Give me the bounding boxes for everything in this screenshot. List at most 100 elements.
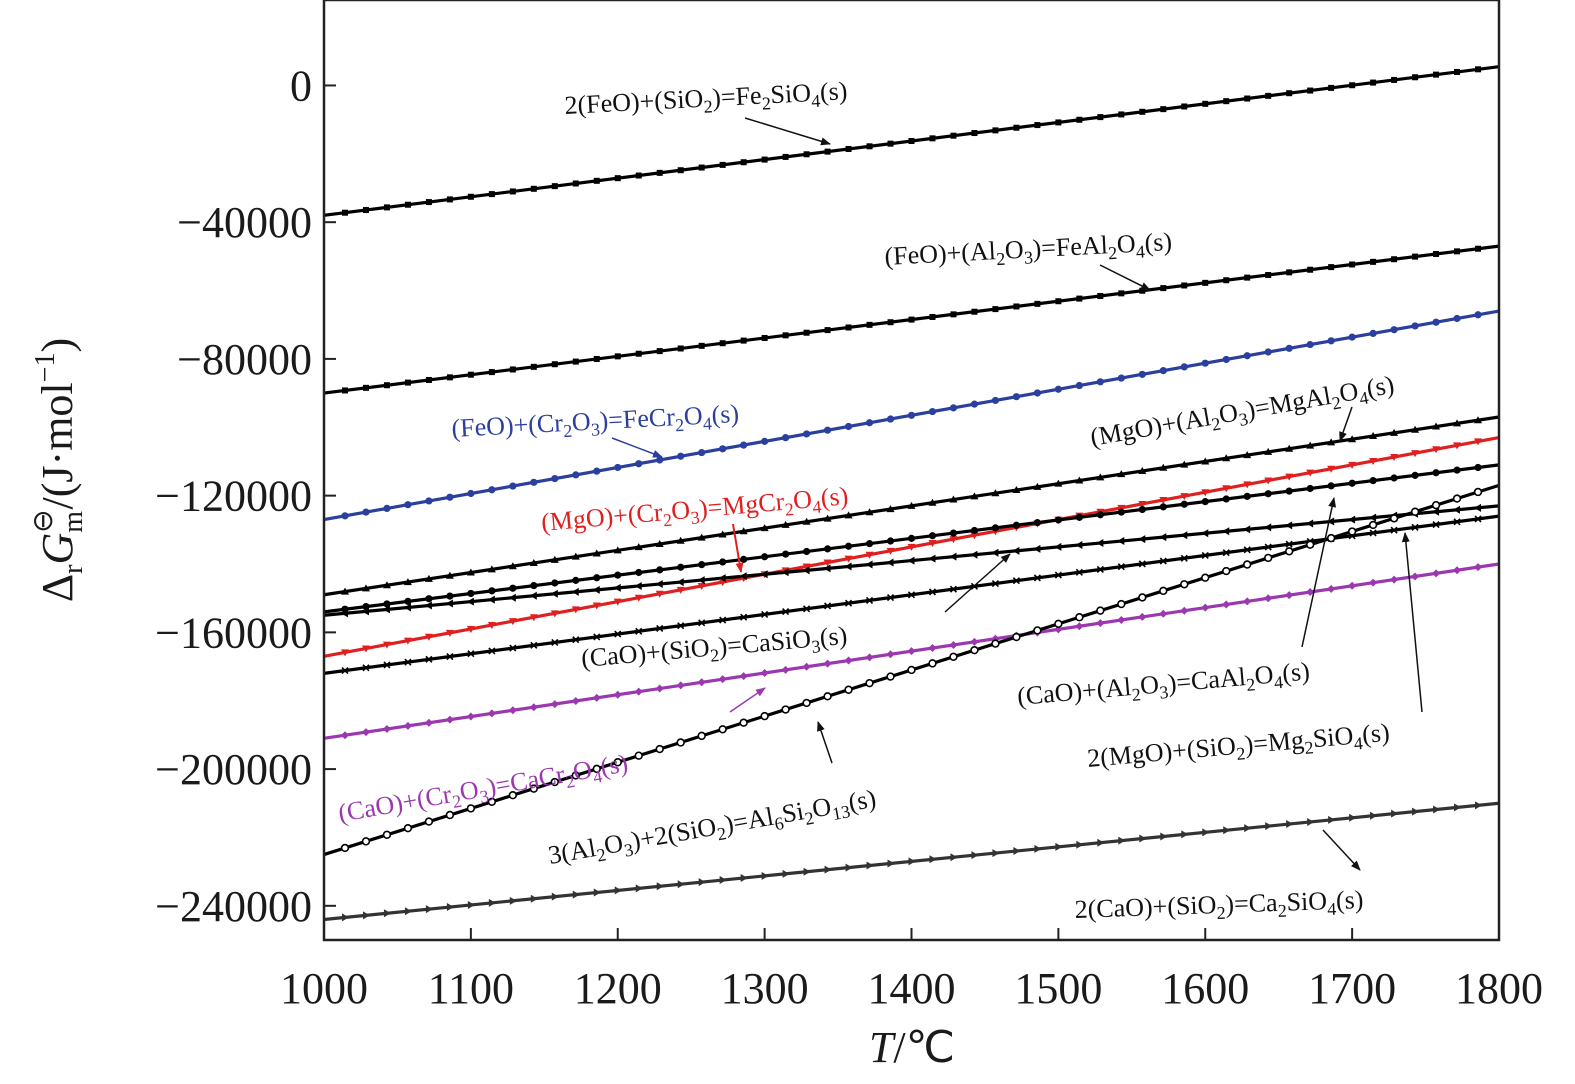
data-point-feo-al2o3-feal2o4-s [1286, 269, 1293, 276]
data-point-3-al2o3-2-sio2-al6si2o13-s [949, 652, 958, 661]
data-point-cao-cr2o3-cacr2o4-s [1411, 572, 1420, 581]
data-point-cao-al2o3-caal2o4-s [844, 542, 853, 550]
data-point-cao-cr2o3-cacr2o4-s [1264, 594, 1273, 603]
data-point-feo-al2o3-feal2o4-s [509, 366, 516, 373]
data-point-feo-cr2o3-fecr2o4-s [1369, 329, 1377, 337]
data-point-cao-al2o3-caal2o4-s [719, 558, 727, 566]
data-point-cao-sio2-casio3-s [614, 630, 622, 638]
data-point-cao-sio2-casio3-s [886, 594, 895, 602]
data-point-3-al2o3-2-sio2-al6si2o13-s [1096, 606, 1105, 615]
data-point-cao-sio2-casio3-s [572, 636, 580, 644]
data-point-2-feo-sio2-fe2sio4-s [1433, 71, 1440, 78]
data-point-3-al2o3-2-sio2-al6si2o13-s [1243, 560, 1252, 569]
data-point-2-cao-sio2-ca2sio4-s [572, 890, 580, 899]
data-point-mgo-al2o3-mgal2o4-s [550, 555, 559, 563]
data-point-2-mgo-sio2-mg2sio4-s [1180, 531, 1188, 540]
data-point-3-al2o3-2-sio2-al6si2o13-s [697, 731, 706, 741]
data-point-feo-al2o3-feal2o4-s [1097, 292, 1104, 299]
data-point-2-cao-sio2-ca2sio4-s [908, 857, 916, 866]
data-point-cao-sio2-casio3-s [1159, 557, 1167, 565]
data-point-feo-cr2o3-fecr2o4-s [719, 445, 727, 453]
data-point-3-al2o3-2-sio2-al6si2o13-s [1284, 547, 1294, 556]
data-point-mgo-al2o3-mgal2o4-s [739, 527, 748, 535]
data-point-mgo-cr2o3-mgcr2o4-s [1243, 481, 1252, 489]
data-point-2-cao-sio2-ca2sio4-s [425, 905, 433, 914]
data-point-2-mgo-sio2-mg2sio4-s [1306, 519, 1314, 528]
data-point-feo-cr2o3-fecr2o4-s [1453, 314, 1461, 323]
annotation-al6si2o13: 3(Al2O3)+2(SiO2)=Al6Si2O13(s) [546, 721, 879, 874]
data-point-2-feo-sio2-fe2sio4-s [1454, 68, 1461, 75]
data-point-mgo-cr2o3-mgcr2o4-s [613, 598, 622, 606]
data-point-feo-al2o3-feal2o4-s [656, 348, 663, 355]
data-point-cao-cr2o3-cacr2o4-s [613, 690, 622, 699]
y-axis-title: ΔrGm⊖/(J·mol−1) [28, 338, 89, 602]
data-point-2-feo-sio2-fe2sio4-s [1286, 90, 1293, 97]
data-point-2-mgo-sio2-mg2sio4-s [592, 585, 600, 594]
annotation-fe2sio4: 2(FeO)+(SiO2)=Fe2SiO4(s) [564, 76, 848, 146]
annotation-feal2o4: (FeO)+(Al2O3)=FeAl2O4(s) [884, 227, 1173, 291]
data-point-2-cao-sio2-ca2sio4-s [1181, 830, 1189, 839]
data-point-cao-sio2-casio3-s [1138, 560, 1146, 568]
data-point-cao-sio2-casio3-s [1264, 543, 1272, 551]
data-point-cao-cr2o3-cacr2o4-s [1096, 619, 1105, 628]
data-point-2-mgo-sio2-mg2sio4-s [1012, 546, 1020, 555]
data-point-feo-cr2o3-fecr2o4-s [1054, 385, 1062, 393]
data-point-feo-al2o3-feal2o4-s [1181, 282, 1188, 289]
data-point-cao-al2o3-caal2o4-s [425, 595, 433, 603]
data-point-mgo-cr2o3-mgcr2o4-s [970, 532, 979, 540]
data-point-3-al2o3-2-sio2-al6si2o13-s [823, 692, 832, 701]
data-point-3-al2o3-2-sio2-al6si2o13-s [1305, 540, 1315, 549]
data-point-2-feo-sio2-fe2sio4-s [908, 138, 915, 144]
data-point-2-feo-sio2-fe2sio4-s [1328, 84, 1335, 91]
data-point-feo-al2o3-feal2o4-s [845, 324, 852, 331]
data-point-mgo-cr2o3-mgcr2o4-s [1117, 504, 1126, 512]
data-point-3-al2o3-2-sio2-al6si2o13-s [1159, 586, 1168, 596]
data-point-feo-al2o3-feal2o4-s [908, 316, 915, 323]
data-point-mgo-al2o3-mgal2o4-s [445, 571, 454, 579]
data-point-mgo-al2o3-mgal2o4-s [1222, 454, 1231, 462]
data-point-feo-cr2o3-fecr2o4-s [1474, 311, 1482, 319]
data-point-mgo-cr2o3-mgcr2o4-s [1180, 493, 1189, 501]
data-point-mgo-al2o3-mgal2o4-s [802, 517, 811, 525]
data-point-mgo-al2o3-mgal2o4-s [1180, 460, 1189, 468]
data-point-feo-cr2o3-fecr2o4-s [907, 411, 916, 419]
data-point-2-mgo-sio2-mg2sio4-s [949, 552, 957, 561]
data-point-feo-al2o3-feal2o4-s [551, 361, 558, 368]
data-point-mgo-cr2o3-mgcr2o4-s [1222, 485, 1231, 493]
data-point-cao-cr2o3-cacr2o4-s [907, 647, 916, 656]
data-point-mgo-al2o3-mgal2o4-s [697, 533, 706, 541]
data-point-3-al2o3-2-sio2-al6si2o13-s [760, 711, 769, 721]
data-point-feo-cr2o3-fecr2o4-s [1327, 337, 1335, 345]
data-point-2-cao-sio2-ca2sio4-s [887, 859, 895, 868]
y-tick-label: −80000 [177, 335, 312, 384]
data-point-2-feo-sio2-fe2sio4-s [1097, 114, 1104, 121]
data-point-cao-al2o3-caal2o4-s [991, 524, 1000, 532]
data-point-mgo-al2o3-mgal2o4-s [1138, 466, 1147, 474]
data-point-2-cao-sio2-ca2sio4-s [551, 892, 559, 901]
data-point-feo-cr2o3-fecr2o4-s [1411, 322, 1419, 330]
data-point-cao-cr2o3-cacr2o4-s [823, 659, 832, 668]
data-point-2-cao-sio2-ca2sio4-s [1013, 847, 1021, 856]
data-point-cao-cr2o3-cacr2o4-s [1201, 603, 1210, 612]
data-point-cao-sio2-casio3-s [467, 650, 475, 658]
data-point-cao-al2o3-caal2o4-s [802, 547, 811, 556]
data-point-2-mgo-sio2-mg2sio4-s [1432, 507, 1440, 516]
data-point-3-al2o3-2-sio2-al6si2o13-s [1347, 527, 1357, 536]
data-point-2-feo-sio2-fe2sio4-s [656, 169, 663, 176]
data-point-cao-al2o3-caal2o4-s [383, 600, 391, 608]
data-point-feo-cr2o3-fecr2o4-s [1222, 355, 1230, 364]
data-point-cao-al2o3-caal2o4-s [1096, 511, 1104, 519]
data-point-2-feo-sio2-fe2sio4-s [1202, 100, 1209, 107]
data-point-2-feo-sio2-fe2sio4-s [551, 183, 558, 190]
data-point-feo-al2o3-feal2o4-s [866, 321, 873, 328]
data-point-cao-cr2o3-cacr2o4-s [1327, 584, 1336, 593]
data-point-mgo-cr2o3-mgcr2o4-s [1369, 457, 1378, 465]
data-point-2-feo-sio2-fe2sio4-s [467, 193, 474, 200]
data-point-cao-sio2-casio3-s [782, 608, 790, 616]
data-point-cao-al2o3-caal2o4-s [1054, 516, 1062, 524]
data-point-mgo-cr2o3-mgcr2o4-s [1474, 438, 1483, 446]
data-point-mgo-al2o3-mgal2o4-s [634, 543, 643, 551]
data-point-mgo-al2o3-mgal2o4-s [1243, 451, 1252, 459]
data-point-2-cao-sio2-ca2sio4-s [677, 880, 685, 889]
data-point-3-al2o3-2-sio2-al6si2o13-s [445, 810, 455, 820]
